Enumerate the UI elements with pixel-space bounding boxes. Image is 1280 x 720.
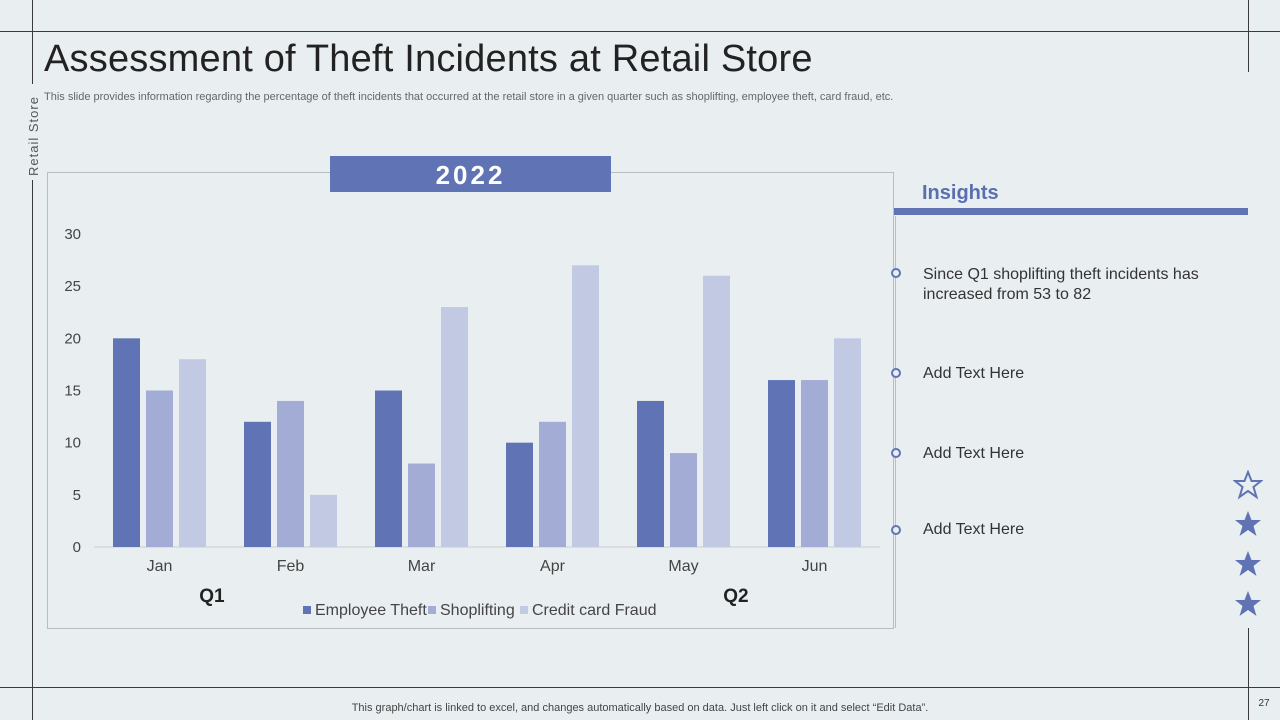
bar-chart[interactable]: 0 5 10 15 20 25 30 Jan Feb Mar Apr May Jun Q1 Q2 Employ… — [0, 0, 900, 640]
bar-credit-card-fraud[interactable] — [310, 494, 337, 547]
bar-employee-theft[interactable] — [244, 421, 271, 547]
legend-swatch — [428, 606, 436, 614]
insight-item-2: Add Text Here — [923, 365, 1025, 382]
bar-shoplifting[interactable] — [408, 463, 435, 547]
x-tick-label: Jan — [147, 558, 173, 575]
star-icon — [1235, 511, 1261, 536]
legend-swatch — [303, 606, 311, 614]
y-tick-label: 10 — [64, 435, 81, 452]
footer-note: This graph/chart is linked to excel, and… — [351, 702, 929, 714]
insights-timeline-line — [895, 216, 896, 628]
x-tick-label: Mar — [408, 558, 436, 575]
frame-right-line-top — [1248, 0, 1249, 72]
timeline-dot-icon — [891, 525, 901, 535]
bar-credit-card-fraud[interactable] — [179, 359, 206, 547]
insights-title: Insights — [922, 182, 999, 204]
y-tick-label: 15 — [64, 383, 81, 400]
star-icon — [1235, 551, 1261, 576]
page-number: 27 — [1258, 698, 1270, 709]
bar-credit-card-fraud[interactable] — [572, 265, 599, 547]
y-tick-label: 0 — [73, 539, 81, 556]
timeline-dot-icon — [891, 268, 901, 278]
y-tick-label: 30 — [64, 226, 81, 243]
bar-shoplifting[interactable] — [146, 390, 173, 548]
bar-shoplifting[interactable] — [277, 400, 304, 547]
page-subtitle: This slide provides information regardin… — [44, 91, 894, 103]
frame-left-line-top — [32, 0, 33, 84]
page-title: Assessment of Theft Incidents at Retail … — [44, 38, 813, 80]
y-tick-label: 25 — [64, 278, 81, 295]
bar-credit-card-fraud[interactable] — [834, 338, 861, 547]
y-tick-label: 20 — [64, 330, 81, 347]
frame-right-line-bottom — [1248, 628, 1249, 720]
quarter-label: Q2 — [723, 586, 748, 607]
bar-credit-card-fraud[interactable] — [441, 307, 468, 547]
insight-item-4: Add Text Here — [923, 521, 1025, 538]
y-tick-label: 5 — [73, 487, 81, 504]
insights-underline — [894, 208, 1248, 215]
timeline-dot-icon — [891, 448, 901, 458]
legend-swatch — [520, 606, 528, 614]
bar-credit-card-fraud[interactable] — [703, 275, 730, 547]
timeline-dot-icon — [891, 368, 901, 378]
x-tick-label: May — [668, 558, 698, 575]
insight-item-3: Add Text Here — [923, 445, 1025, 462]
bar-shoplifting[interactable] — [801, 380, 828, 547]
star-outline-icon — [1233, 470, 1263, 500]
legend-label: Credit card Fraud — [532, 602, 657, 619]
bar-shoplifting[interactable] — [539, 421, 566, 547]
frame-bottom-line — [0, 687, 1280, 688]
bar-employee-theft[interactable] — [113, 338, 140, 547]
bar-employee-theft[interactable] — [768, 380, 795, 547]
legend-label: Shoplifting — [440, 602, 515, 619]
bar-employee-theft[interactable] — [506, 442, 533, 547]
legend-label: Employee Theft — [315, 602, 427, 619]
bar-employee-theft[interactable] — [637, 400, 664, 547]
x-tick-label: Feb — [277, 558, 305, 575]
x-tick-label: Jun — [802, 558, 828, 575]
year-banner: 2022 — [330, 156, 611, 192]
insight-item-1: Since Q1 shoplifting theft incidents has… — [923, 266, 1199, 303]
bar-employee-theft[interactable] — [375, 390, 402, 548]
x-tick-label: Apr — [540, 558, 566, 575]
bar-shoplifting[interactable] — [670, 453, 697, 547]
star-icon — [1235, 591, 1261, 616]
quarter-label: Q1 — [199, 586, 225, 607]
frame-top-line — [0, 31, 1280, 32]
frame-left-line-bottom — [32, 180, 33, 720]
